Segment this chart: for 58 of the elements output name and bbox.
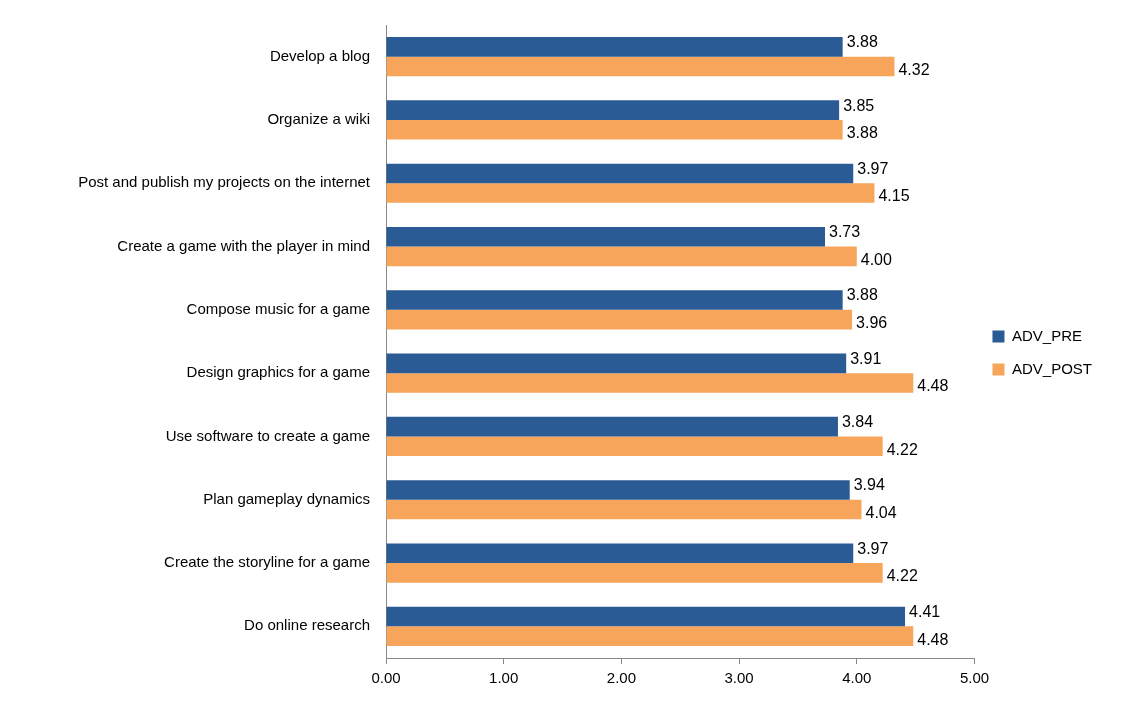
bar: [386, 309, 853, 330]
y-tick-label: Plan gameplay dynamics: [203, 489, 370, 507]
bar: [386, 373, 914, 393]
data-label: 3.94: [853, 476, 885, 494]
bar: [386, 226, 825, 247]
data-label: 3.88: [846, 33, 878, 51]
y-tick-label: Create a game with the player in mind: [117, 236, 370, 254]
y-tick-label: Create the storyline for a game: [164, 553, 370, 571]
bar: [386, 119, 843, 140]
bar: [386, 563, 883, 583]
y-tick-label: Develop a blog: [269, 46, 370, 64]
x-tick-label: 5.00: [959, 669, 990, 687]
bar: [386, 290, 843, 310]
y-tick-label: Design graphics for a game: [186, 363, 370, 381]
bar: [386, 416, 838, 437]
data-label: 4.48: [917, 377, 949, 395]
x-tick-label: 1.00: [489, 669, 519, 687]
bar: [386, 246, 857, 267]
x-tick-label: 3.00: [724, 669, 754, 687]
data-label: 4.22: [886, 440, 918, 458]
bar: [386, 56, 895, 77]
y-tick-label: Post and publish my projects on the internet: [78, 173, 371, 191]
data-label: 4.32: [898, 60, 930, 78]
data-label: 3.97: [857, 539, 889, 557]
bar: [386, 499, 862, 520]
data-label: 3.84: [841, 413, 874, 431]
y-tick-label: Organize a wiki: [267, 110, 370, 128]
data-label: 3.85: [843, 96, 875, 114]
bar: [386, 543, 854, 564]
legend-label: ADV_POST: [1011, 359, 1093, 377]
bar: [386, 436, 883, 457]
bar: [386, 606, 906, 627]
legend-label: ADV_PRE: [1011, 326, 1083, 344]
bar: [386, 626, 914, 646]
data-label: 4.04: [865, 503, 897, 521]
x-tick-label: 2.00: [606, 669, 636, 687]
bar: [386, 163, 854, 184]
data-label: 3.88: [846, 286, 878, 304]
bar: [386, 183, 875, 203]
y-tick-label: Use software to create a game: [165, 426, 370, 444]
bar: [386, 100, 840, 120]
data-label: 4.00: [860, 250, 893, 268]
data-label: 4.48: [917, 630, 949, 648]
bar: [386, 353, 847, 374]
y-tick-label: Compose music for a game: [186, 299, 370, 317]
bar: [386, 37, 843, 57]
x-tick-label: 0.00: [371, 669, 401, 687]
data-label: 4.22: [886, 567, 918, 585]
data-label: 3.73: [829, 223, 861, 241]
data-label: 3.97: [857, 159, 889, 177]
bar: [386, 480, 850, 500]
data-label: 3.91: [850, 349, 882, 367]
y-tick-label: Do online research: [244, 616, 370, 634]
data-label: 3.88: [846, 124, 878, 142]
data-label: 4.15: [878, 187, 910, 205]
data-label: 3.96: [856, 314, 888, 332]
x-tick-label: 4.00: [842, 669, 872, 687]
data-label: 4.41: [909, 602, 941, 620]
